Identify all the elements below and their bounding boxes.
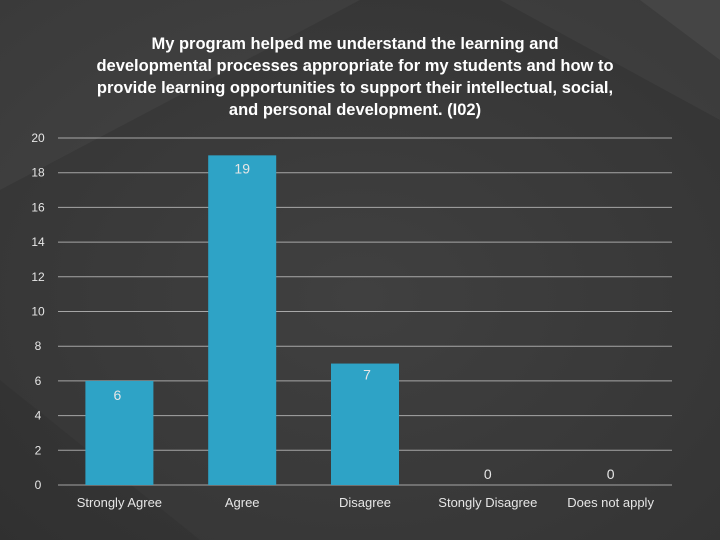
y-tick-label: 4 [35, 409, 42, 423]
y-tick-label: 0 [35, 478, 42, 492]
x-tick-label: Agree [225, 495, 260, 510]
x-tick-label: Does not apply [567, 495, 654, 510]
data-label: 19 [234, 160, 250, 176]
bar-disagree [331, 363, 399, 485]
background-shard-top-right [500, 0, 720, 120]
y-tick-label: 16 [31, 200, 45, 214]
y-tick-label: 20 [31, 131, 45, 145]
data-labels: 6 19 7 0 0 [114, 160, 615, 482]
y-tick-label: 8 [35, 339, 42, 353]
y-tick-label: 14 [31, 235, 45, 249]
y-tick-label: 18 [31, 166, 45, 180]
y-tick-label: 6 [35, 374, 42, 388]
background-shard-corner [640, 0, 720, 60]
x-tick-label: Strongly Agree [77, 495, 162, 510]
x-tick-label: Stongly Disagree [438, 495, 537, 510]
bar-agree [208, 155, 277, 485]
data-label: 6 [114, 387, 122, 403]
data-label: 7 [363, 367, 371, 383]
chart-title: My program helped me understand the lear… [96, 35, 614, 119]
x-tick-label: Disagree [339, 495, 391, 510]
data-label: 0 [607, 466, 615, 482]
y-tick-label: 12 [31, 270, 45, 284]
data-label: 0 [484, 466, 492, 482]
y-tick-label: 10 [31, 305, 45, 319]
bars [85, 155, 399, 485]
x-axis-labels: Strongly Agree Agree Disagree Stongly Disag… [77, 495, 655, 510]
y-axis-ticks: 0 2 4 6 8 10 12 14 16 18 20 [31, 131, 45, 492]
y-tick-label: 2 [35, 443, 42, 457]
bar-strongly-agree [85, 380, 154, 485]
gridlines [58, 137, 672, 486]
